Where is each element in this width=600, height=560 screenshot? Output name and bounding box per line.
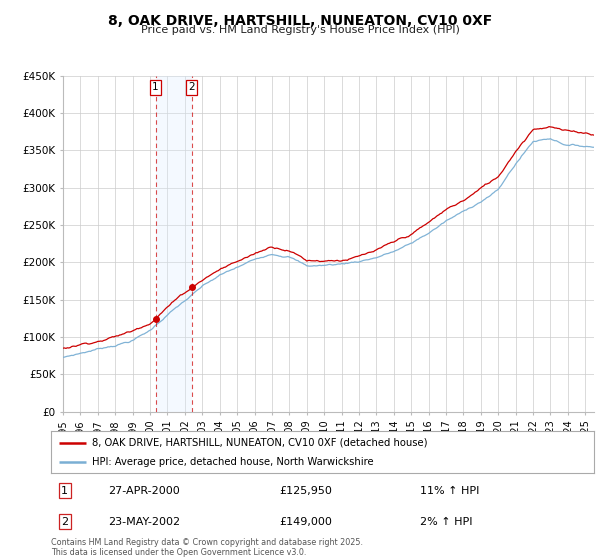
Text: 2% ↑ HPI: 2% ↑ HPI: [420, 517, 473, 527]
Text: 27-APR-2000: 27-APR-2000: [108, 486, 180, 496]
Text: £149,000: £149,000: [279, 517, 332, 527]
Text: 11% ↑ HPI: 11% ↑ HPI: [420, 486, 479, 496]
Text: 2: 2: [188, 82, 195, 92]
Text: 8, OAK DRIVE, HARTSHILL, NUNEATON, CV10 0XF (detached house): 8, OAK DRIVE, HARTSHILL, NUNEATON, CV10 …: [92, 437, 427, 447]
Text: HPI: Average price, detached house, North Warwickshire: HPI: Average price, detached house, Nort…: [92, 457, 373, 467]
Text: 1: 1: [61, 486, 68, 496]
Text: Price paid vs. HM Land Registry's House Price Index (HPI): Price paid vs. HM Land Registry's House …: [140, 25, 460, 35]
Text: £125,950: £125,950: [279, 486, 332, 496]
Text: 23-MAY-2002: 23-MAY-2002: [108, 517, 180, 527]
Text: 1: 1: [152, 82, 159, 92]
Text: 2: 2: [61, 517, 68, 527]
Text: 8, OAK DRIVE, HARTSHILL, NUNEATON, CV10 0XF: 8, OAK DRIVE, HARTSHILL, NUNEATON, CV10 …: [108, 14, 492, 28]
Bar: [155, 76, 191, 412]
Text: Contains HM Land Registry data © Crown copyright and database right 2025.
This d: Contains HM Land Registry data © Crown c…: [51, 538, 363, 557]
